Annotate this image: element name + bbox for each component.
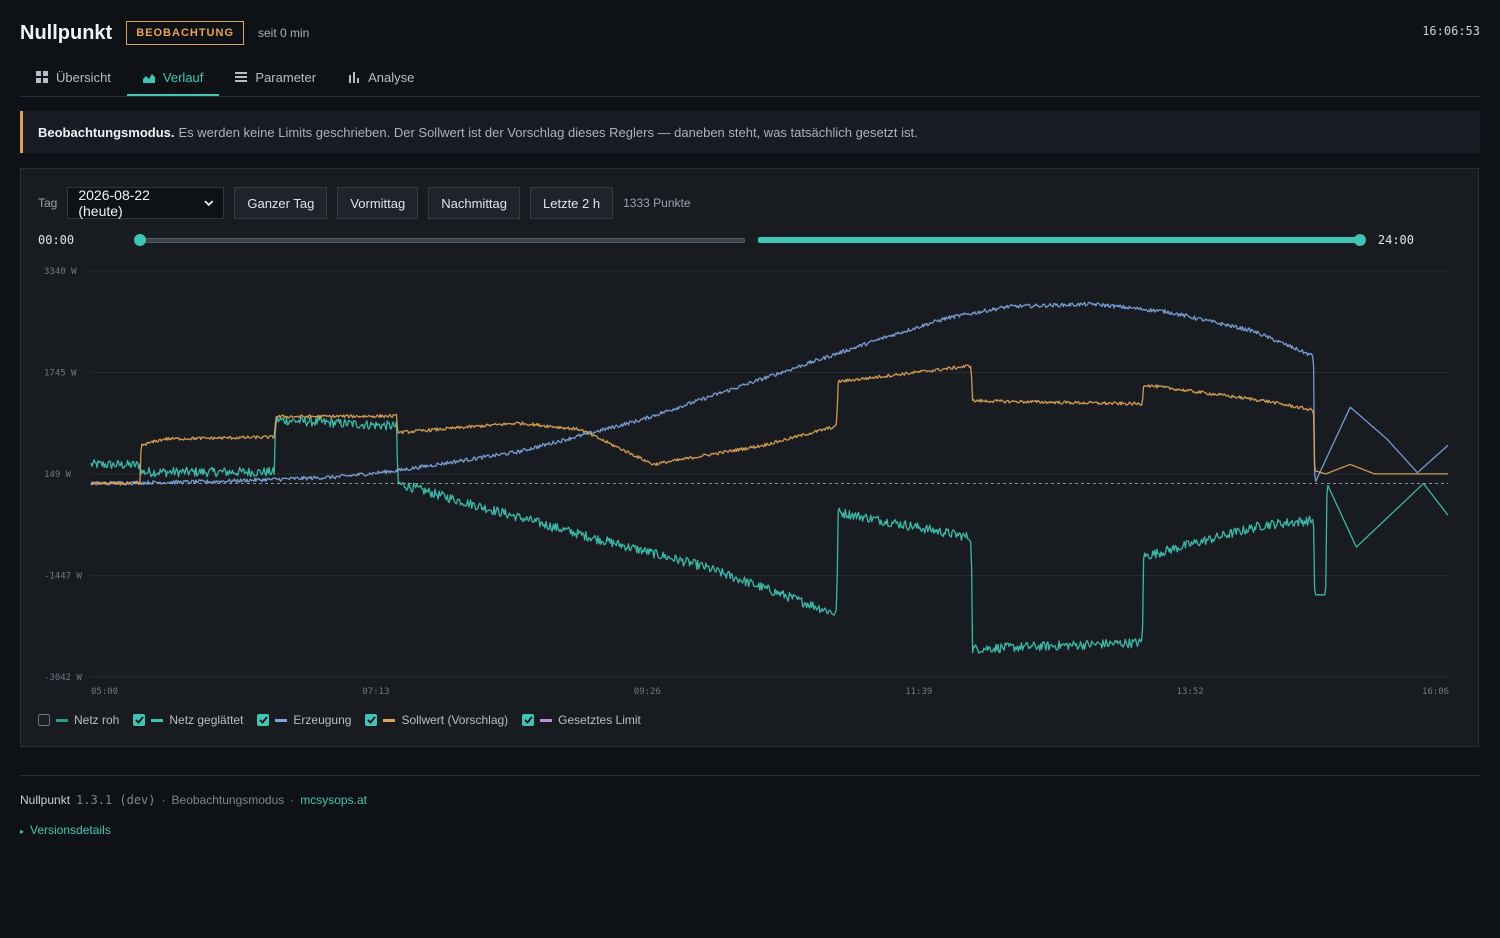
- legend-label: Gesetztes Limit: [558, 713, 641, 727]
- app-header: Nullpunkt BEOBACHTUNG seit 0 min 16:06:5…: [20, 18, 1480, 48]
- last-2h-button[interactable]: Letzte 2 h: [530, 187, 614, 219]
- y-tick-label: -3042 W: [44, 673, 83, 683]
- footer-app-name: Nullpunkt: [20, 793, 71, 807]
- swatch: [383, 718, 396, 722]
- date-value: 2026-08-22 (heute): [78, 187, 150, 219]
- y-tick-label: 3340 W: [44, 267, 77, 277]
- range-start-label: 00:00: [38, 233, 75, 247]
- range-end-handle[interactable]: [1354, 234, 1366, 246]
- footer-sep: ·: [161, 793, 166, 807]
- list-icon: [235, 72, 248, 82]
- banner-text: Es werden keine Limits geschrieben. Der …: [178, 124, 918, 140]
- tab-history[interactable]: Verlauf: [126, 60, 220, 96]
- legend-net-raw[interactable]: Netz roh: [38, 713, 119, 727]
- series-line: [90, 301, 1449, 486]
- tab-label: Parameter: [255, 69, 317, 85]
- legend-label: Erzeugung: [293, 713, 352, 727]
- points-count: 1333 Punkte: [623, 196, 691, 210]
- tab-label: Verlauf: [162, 69, 204, 85]
- date-select[interactable]: 2026-08-22 (heute): [67, 187, 225, 219]
- x-tick-label: 11:39: [905, 687, 932, 697]
- x-tick-label: 16:06: [1422, 687, 1449, 697]
- range-track-right[interactable]: [758, 237, 1360, 243]
- checkbox-checked[interactable]: [133, 714, 146, 726]
- checkbox-checked[interactable]: [522, 714, 535, 726]
- chart-legend: Netz roh Netz geglättet Erzeugung Sollwe…: [38, 713, 641, 727]
- legend-setpoint[interactable]: Sollwert (Vorschlag): [365, 713, 508, 727]
- swatch: [151, 718, 164, 722]
- legend-set-limit[interactable]: Gesetztes Limit: [522, 713, 641, 727]
- history-chart: 3340 W 1745 W 149 W -1447 W -3042 W 05:00 07:1…: [44, 267, 1449, 697]
- triangle-right-icon: ▸: [20, 827, 25, 836]
- legend-label: Netz roh: [74, 713, 120, 727]
- footer-sep: ·: [290, 793, 295, 807]
- history-panel: Tag 2026-08-22 (heute) Ganzer Tag Vormit…: [20, 168, 1479, 747]
- whole-day-button[interactable]: Ganzer Tag: [234, 187, 328, 219]
- tab-bar: Übersicht Verlauf Parameter Analyse: [20, 60, 1480, 97]
- clock: 16:06:53: [1422, 24, 1480, 38]
- legend-label: Sollwert (Vorschlag): [401, 713, 509, 727]
- banner-title: Beobachtungsmodus.: [38, 124, 175, 140]
- app-title: Nullpunkt: [20, 21, 113, 44]
- checkbox-unchecked[interactable]: [38, 714, 50, 726]
- x-tick-label: 09:26: [634, 687, 661, 697]
- bar-chart-icon: [349, 72, 360, 83]
- tab-overview[interactable]: Übersicht: [20, 60, 127, 94]
- legend-generation[interactable]: Erzeugung: [257, 713, 351, 727]
- footer-link[interactable]: mcsysops.at: [300, 793, 367, 807]
- area-chart-icon: [142, 74, 155, 83]
- grid-icon: [36, 71, 48, 83]
- details-label: Versionsdetails: [30, 823, 111, 837]
- legend-net-smoothed[interactable]: Netz geglättet: [133, 713, 243, 727]
- checkbox-checked[interactable]: [365, 714, 378, 726]
- mode-since: seit 0 min: [258, 26, 310, 40]
- x-tick-label: 13:52: [1177, 687, 1204, 697]
- morning-button[interactable]: Vormittag: [337, 187, 419, 219]
- y-tick-label: 149 W: [44, 470, 72, 480]
- footer-mode: Beobachtungsmodus: [171, 793, 285, 807]
- chart-controls: Tag 2026-08-22 (heute) Ganzer Tag Vormit…: [38, 187, 691, 219]
- legend-label: Netz geglättet: [169, 713, 244, 727]
- tab-analysis[interactable]: Analyse: [332, 60, 430, 94]
- tab-parameters[interactable]: Parameter: [219, 60, 332, 94]
- tab-label: Übersicht: [56, 69, 111, 85]
- checkbox-checked[interactable]: [257, 714, 270, 726]
- afternoon-button[interactable]: Nachmittag: [428, 187, 520, 219]
- tab-label: Analyse: [368, 69, 415, 85]
- y-tick-label: 1745 W: [44, 368, 77, 378]
- swatch: [275, 718, 288, 722]
- swatch: [540, 718, 553, 722]
- footer-divider: [20, 775, 1480, 776]
- swatch: [56, 718, 68, 722]
- y-tick-label: -1447 W: [44, 572, 83, 582]
- series-line: [90, 364, 1448, 486]
- day-label: Tag: [38, 196, 58, 210]
- x-tick-label: 07:13: [362, 687, 389, 697]
- mode-badge: BEOBACHTUNG: [126, 21, 244, 45]
- range-start-handle[interactable]: [134, 234, 146, 246]
- series-line: [90, 416, 1449, 654]
- range-track-left[interactable]: [141, 238, 745, 243]
- footer: Nullpunkt 1.3.1 (dev) · Beobachtungsmodu…: [20, 793, 367, 807]
- version-details-toggle[interactable]: ▸ Versionsdetails: [20, 823, 111, 837]
- footer-version: 1.3.1 (dev): [76, 793, 156, 807]
- observation-banner: Beobachtungsmodus. Es werden keine Limit…: [20, 111, 1480, 153]
- x-tick-label: 05:00: [91, 687, 118, 697]
- range-end-label: 24:00: [1377, 233, 1414, 247]
- chevron-down-icon: [204, 200, 214, 207]
